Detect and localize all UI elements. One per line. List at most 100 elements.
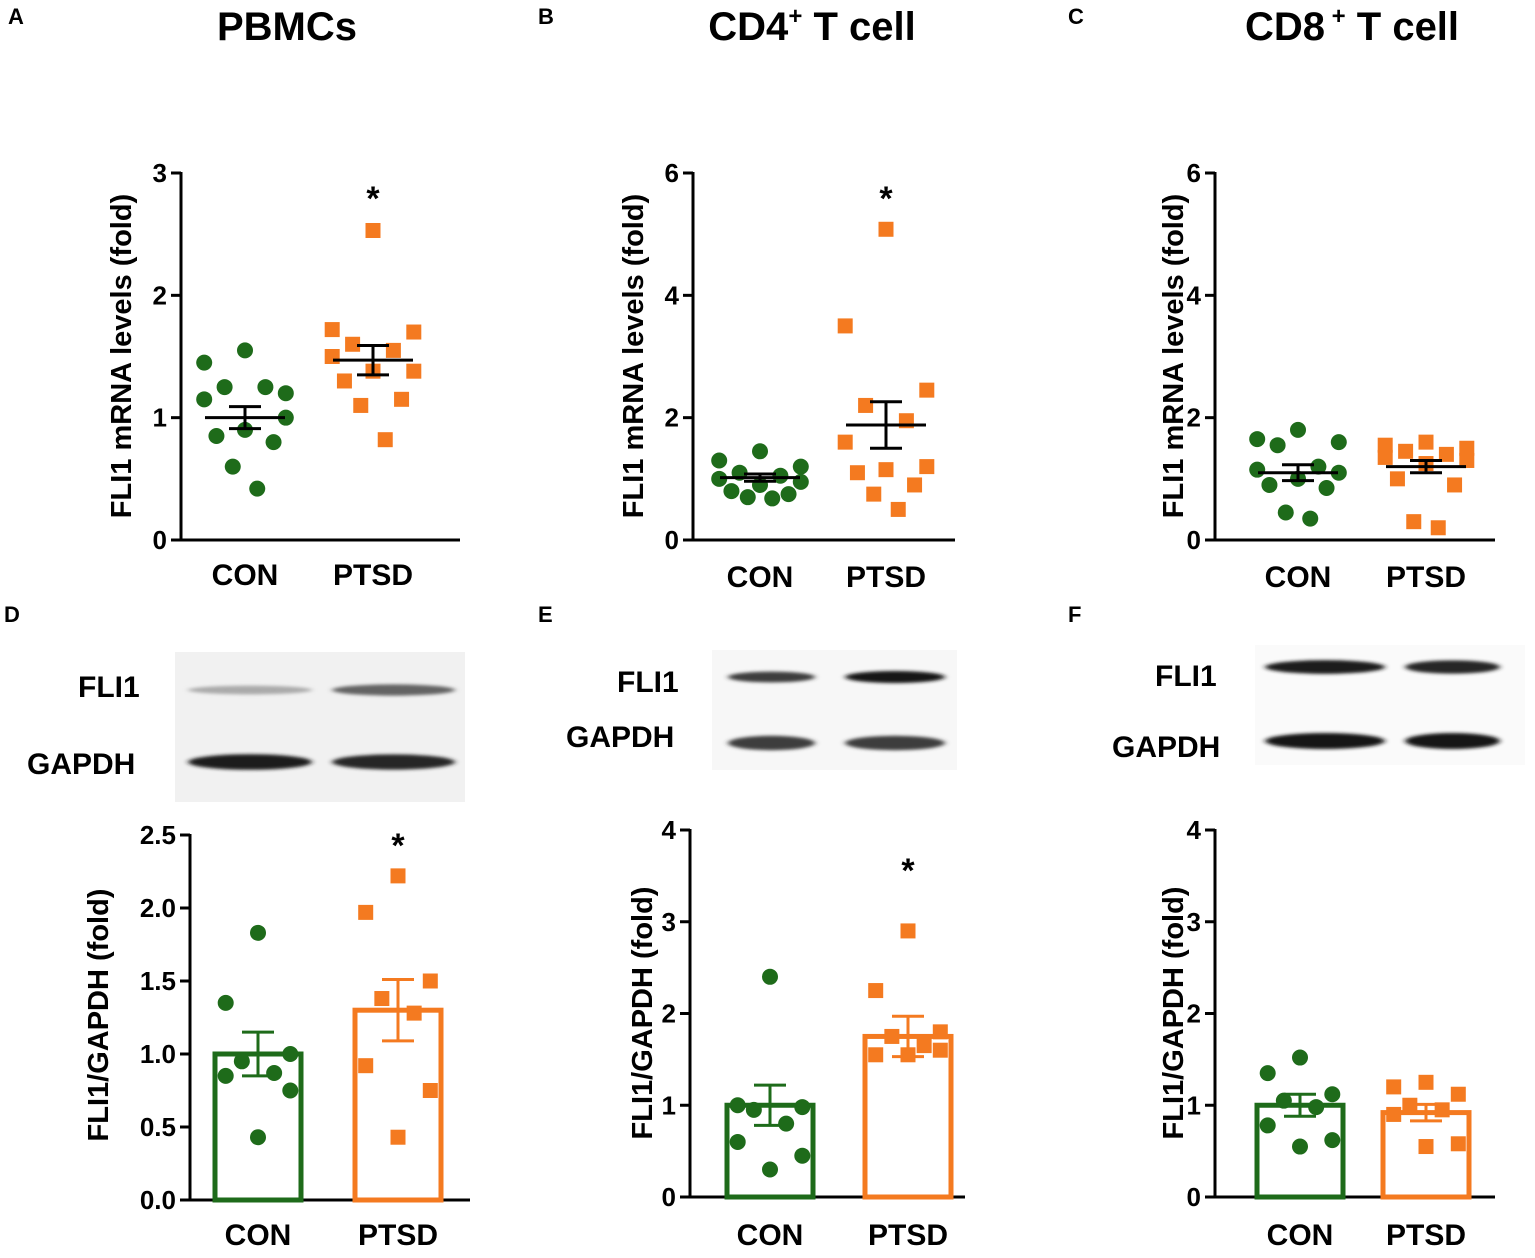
blot-band xyxy=(728,735,815,751)
y-tick-label: 0 xyxy=(665,525,679,555)
data-point-con xyxy=(237,342,253,359)
data-point-ptsd xyxy=(1386,1106,1402,1122)
x-category-label: CON xyxy=(737,1219,804,1252)
data-point-con xyxy=(217,994,234,1011)
data-point-ptsd xyxy=(422,1083,438,1098)
data-point-ptsd xyxy=(406,324,422,340)
data-point-ptsd xyxy=(358,904,374,920)
data-point-con xyxy=(1324,1132,1341,1149)
data-point-ptsd xyxy=(1459,452,1475,468)
data-point-ptsd xyxy=(1418,1139,1434,1155)
title-panel-a: PBMCs xyxy=(217,5,357,49)
data-point-con xyxy=(233,1053,250,1070)
data-point-ptsd xyxy=(358,1058,374,1074)
y-tick-label: 1 xyxy=(1187,1090,1201,1120)
blot-band xyxy=(845,735,945,751)
blot-band xyxy=(1265,660,1385,674)
data-point-con xyxy=(277,385,294,402)
data-point-ptsd xyxy=(365,222,381,238)
y-tick-label: 2.5 xyxy=(140,820,176,850)
data-point-ptsd xyxy=(1377,437,1393,453)
y-axis-label: FLI1 mRNA levels (fold) xyxy=(618,194,650,518)
data-point-ptsd xyxy=(932,1024,948,1040)
data-point-ptsd xyxy=(345,336,361,352)
y-tick-label: 3 xyxy=(1187,907,1201,937)
data-point-con xyxy=(1292,1138,1308,1155)
panel-letter-f: F xyxy=(1068,602,1081,627)
data-point-con xyxy=(249,480,266,497)
y-tick-label: 3 xyxy=(153,158,167,188)
blot-band xyxy=(1265,733,1385,749)
data-point-con xyxy=(711,470,728,487)
data-point-ptsd xyxy=(916,1038,932,1054)
data-point-con xyxy=(729,1097,746,1114)
data-point-ptsd xyxy=(1430,520,1446,536)
data-point-ptsd xyxy=(1402,1097,1418,1113)
data-point-con xyxy=(1259,1065,1276,1082)
data-point-con xyxy=(1249,431,1266,448)
y-tick-label: 0.0 xyxy=(140,1185,176,1215)
y-tick-label: 1.0 xyxy=(140,1039,176,1069)
y-tick-label: 3 xyxy=(662,907,676,937)
significance-marker: * xyxy=(391,827,405,865)
blot-band xyxy=(188,685,312,695)
y-tick-label: 2 xyxy=(1187,403,1201,433)
data-point-ptsd xyxy=(884,1028,900,1044)
y-tick-label: 0 xyxy=(662,1182,676,1212)
y-tick-label: 1.5 xyxy=(140,966,176,996)
x-category-label: PTSD xyxy=(1386,1219,1466,1252)
data-point-con xyxy=(1261,476,1278,493)
x-category-label: PTSD xyxy=(358,1219,438,1252)
data-point-con xyxy=(711,452,728,469)
x-category-label: CON xyxy=(1265,561,1332,594)
data-point-con xyxy=(266,1064,283,1081)
data-point-con xyxy=(216,379,233,396)
data-point-ptsd xyxy=(1434,1102,1450,1118)
data-point-con xyxy=(1269,437,1286,454)
data-point-con xyxy=(780,486,797,503)
blot-label-fli1: FLI1 xyxy=(78,671,140,704)
data-point-ptsd xyxy=(858,397,874,413)
title-panel-c: CD8 + T cell xyxy=(1245,3,1459,49)
panel-letter-d: D xyxy=(4,602,20,627)
data-point-ptsd xyxy=(1447,477,1463,493)
y-axis-label: FLI1/GAPDH (fold) xyxy=(83,889,115,1142)
y-tick-label: 6 xyxy=(1187,158,1201,188)
data-point-ptsd xyxy=(1459,440,1475,456)
x-category-label: CON xyxy=(212,559,279,592)
data-point-con xyxy=(1318,480,1335,497)
y-axis-label: FLI1 mRNA levels (fold) xyxy=(1158,194,1190,518)
blot-label-fli1: FLI1 xyxy=(617,666,679,699)
y-tick-label: 4 xyxy=(1187,280,1202,310)
data-point-ptsd xyxy=(390,868,406,884)
data-point-con xyxy=(250,924,266,941)
data-point-con xyxy=(224,458,241,475)
data-point-ptsd xyxy=(1450,1086,1466,1102)
y-tick-label: 2.0 xyxy=(140,893,176,923)
y-axis-label: FLI1/GAPDH (fold) xyxy=(1158,887,1190,1140)
data-point-ptsd xyxy=(837,434,853,450)
y-tick-label: 1 xyxy=(153,403,167,433)
y-tick-label: 0 xyxy=(1187,1182,1201,1212)
blot-band xyxy=(188,754,312,770)
data-point-con xyxy=(196,391,213,408)
data-point-con xyxy=(1292,1049,1308,1066)
data-point-con xyxy=(778,1115,795,1132)
title-panel-b: CD4+ T cell xyxy=(708,3,915,49)
data-point-con xyxy=(794,1099,811,1116)
data-point-ptsd xyxy=(336,373,352,389)
data-point-ptsd xyxy=(377,432,393,448)
significance-marker: * xyxy=(901,852,915,890)
panel-letter-e: E xyxy=(538,602,553,627)
data-point-ptsd xyxy=(837,318,853,334)
chart-panel-c: 0 2 4 6 FLI1 mRNA levels (fold) CON PTSD xyxy=(1158,158,1495,594)
data-point-con xyxy=(257,379,274,396)
data-point-ptsd xyxy=(866,486,882,502)
x-category-label: PTSD xyxy=(333,559,413,592)
x-category-label: CON xyxy=(1267,1219,1334,1252)
y-tick-label: 2 xyxy=(662,999,676,1029)
data-point-ptsd xyxy=(849,465,865,481)
y-tick-label: 2 xyxy=(1187,999,1201,1029)
y-axis-label: FLI1/GAPDH (fold) xyxy=(627,887,659,1140)
